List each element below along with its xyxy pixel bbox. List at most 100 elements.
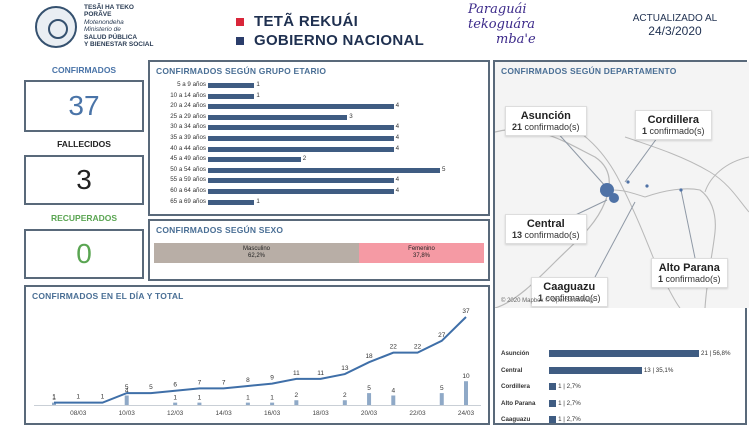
daily-bar-label: 1 (52, 395, 56, 402)
callout-name: Asunción (520, 110, 571, 122)
age-bar[interactable] (208, 167, 440, 173)
border-line (624, 136, 749, 213)
daily-bar[interactable] (270, 402, 275, 405)
marker-caaguazu[interactable] (645, 184, 649, 188)
age-panel-title: CONFIRMADOS SEGÚN GRUPO ETARIO (156, 66, 327, 76)
daily-bar-label: 2 (295, 392, 299, 399)
daily-bar[interactable] (439, 393, 444, 405)
daily-bar-label: 1 (246, 395, 250, 402)
ministry-line: PORÃVE (84, 11, 112, 19)
daily-bar[interactable] (391, 395, 396, 405)
x-tick-label: 16/03 (264, 410, 281, 417)
callout-count: 1 (642, 126, 648, 136)
department-row[interactable]: Central 13 | 35,1% (495, 366, 745, 375)
age-bar[interactable] (208, 93, 255, 99)
age-bar[interactable] (208, 104, 394, 110)
age-bar[interactable] (208, 114, 348, 120)
ministry-seal-icon (35, 6, 77, 48)
department-bar[interactable] (549, 383, 557, 390)
daily-bar[interactable] (342, 400, 347, 405)
daily-bar[interactable] (197, 402, 202, 405)
age-bar[interactable] (208, 178, 394, 184)
callout-name: Central (526, 218, 565, 230)
age-tick-label: 65 a 69 años (170, 197, 206, 205)
age-tick-label: 60 a 64 años (170, 187, 206, 194)
daily-bar[interactable] (367, 393, 372, 405)
daily-bar[interactable] (464, 381, 468, 405)
male-pct: 62,2% (247, 253, 265, 259)
marker-cordillera[interactable] (626, 180, 630, 184)
x-tick-label: 14/03 (216, 410, 233, 417)
department-tick-label: Asunción (501, 350, 530, 357)
total-point-label: 1 (76, 394, 80, 401)
daily-bar[interactable] (52, 402, 56, 405)
total-line[interactable] (54, 316, 467, 404)
marker-alto-parana[interactable] (679, 188, 683, 192)
x-tick-label: 12/03 (167, 410, 184, 417)
department-tick-label: Cordillera (501, 383, 530, 390)
x-tick-label: 18/03 (312, 410, 329, 417)
department-data-label: 1 | 2,7% (558, 383, 581, 390)
female-bar: Femenino 37,8% (359, 243, 484, 263)
callout-name: Alto Parana (658, 262, 720, 274)
age-tick-label: 10 a 14 años (170, 91, 206, 99)
ministry-line: Ministerio de (84, 26, 121, 34)
callout-suffix: confirmado(s) (524, 230, 580, 240)
age-tick-label: 5 a 9 años (177, 81, 206, 88)
daily-bar-label: 1 (270, 395, 274, 402)
age-bar[interactable] (208, 157, 301, 163)
age-bar[interactable] (208, 83, 255, 88)
callout-suffix: confirmado(s) (524, 122, 580, 132)
daily-bar-label: 10 (462, 373, 470, 380)
x-tick-label: 10/03 (119, 410, 136, 417)
updated-label: ACTUALIZADO AL (632, 13, 718, 24)
daily-panel-title: CONFIRMADOS EN EL DÍA Y TOTAL (32, 291, 184, 301)
total-point-label: 5 (149, 384, 153, 391)
department-bar[interactable] (549, 399, 557, 407)
callout-leader (554, 129, 608, 189)
age-bar[interactable] (208, 146, 394, 152)
department-bar[interactable] (549, 366, 642, 374)
callout-asuncion: Asunción 21 confirmado(s) (505, 106, 587, 136)
daily-bar[interactable] (245, 402, 250, 405)
age-data-label: 4 (395, 123, 400, 131)
map-panel-title: CONFIRMADOS SEGÚN DEPARTAMENTO (501, 66, 677, 76)
age-data-label: 3 (349, 112, 353, 120)
daily-bar[interactable] (173, 402, 178, 405)
daily-bar[interactable] (124, 395, 129, 405)
daily-bar[interactable] (294, 400, 299, 405)
red-square-icon (236, 17, 244, 26)
total-point-label: 6 (173, 382, 177, 389)
x-tick-label: 20/03 (361, 410, 378, 417)
sex-panel: CONFIRMADOS SEGÚN SEXO Masculino 62,2% F… (148, 219, 490, 281)
daily-bar-label: 5 (440, 385, 444, 392)
age-bar[interactable] (208, 125, 394, 131)
department-bar[interactable] (549, 350, 699, 357)
callout-alto-parana: Alto Parana 1 confirmado(s) (651, 258, 728, 288)
total-point-label: 8 (246, 377, 250, 384)
department-data-label: 1 | 2,7% (558, 399, 581, 407)
brand-logo: Paraguái tekoguára mba'e (468, 2, 558, 54)
callout-count: 21 (512, 122, 523, 132)
department-bar[interactable] (549, 416, 557, 423)
header: TESÃI HA TEKO PORÃVE Motenondeha Ministe… (0, 0, 750, 56)
map-copyright: © 2020 Mapbox © OpenStreetMap (501, 298, 594, 304)
recovered-value: 0 (24, 229, 144, 279)
map[interactable]: Asunción 21 confirmado(s) Cordillera 1 c… (495, 62, 749, 308)
age-tick-label: 20 a 24 años (170, 102, 206, 110)
x-tick-label: 08/03 (70, 410, 87, 417)
marker-central[interactable] (609, 193, 619, 203)
department-row[interactable]: Cordillera 1 | 2,7% (495, 382, 745, 391)
department-row[interactable]: Asunción 21 | 56,8% (495, 349, 745, 358)
department-row[interactable]: Caaguazu 1 | 2,7% (495, 415, 745, 424)
department-row[interactable]: Alto Parana 1 | 2,7% (495, 399, 745, 408)
callout-suffix: confirmado(s) (649, 126, 705, 136)
age-bar[interactable] (208, 136, 394, 141)
age-bar[interactable] (208, 189, 394, 194)
age-bar[interactable] (208, 199, 255, 205)
daily-bar-label: 4 (125, 387, 129, 394)
deaths-label: FALLECIDOS (57, 139, 111, 149)
marker-asuncion[interactable] (600, 183, 614, 197)
callout-caaguazu: Caaguazu 1 confirmado(s) (531, 277, 608, 307)
department-data-label: 21 | 56,8% (701, 350, 731, 357)
